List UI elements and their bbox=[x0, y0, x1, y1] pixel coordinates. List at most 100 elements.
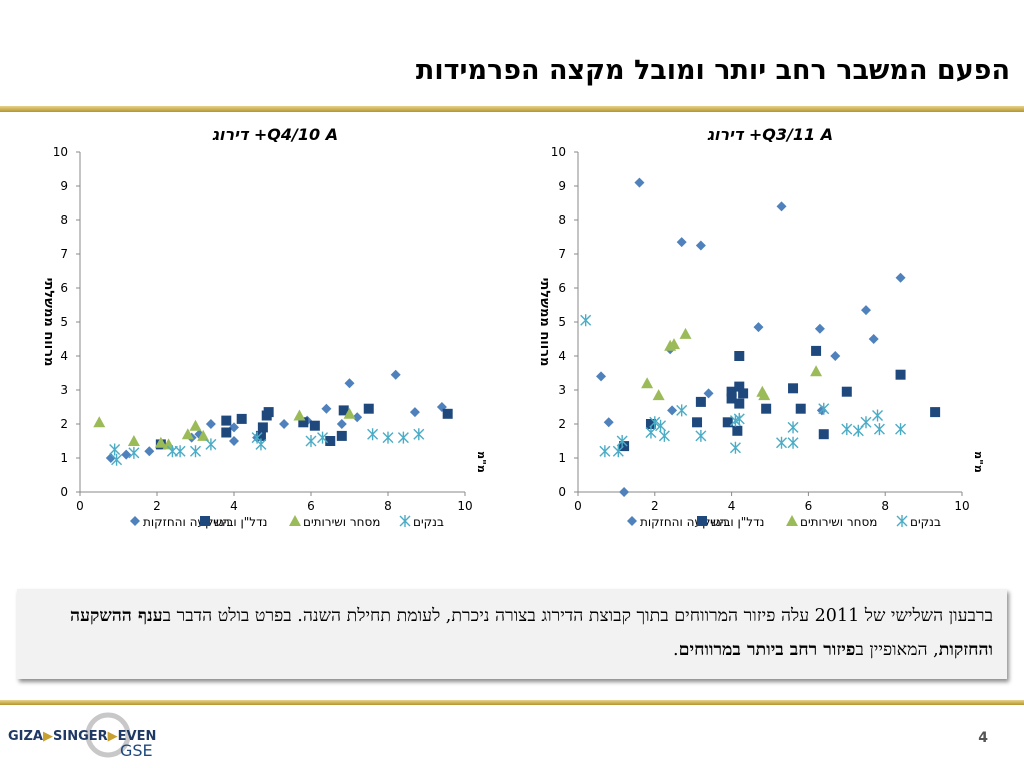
slide-title: הפעם המשבר רחב יותר ומובל מקצה הפרמידות bbox=[415, 55, 1010, 86]
data-point-star bbox=[166, 445, 178, 458]
data-point-triangle bbox=[189, 419, 202, 431]
data-point-diamond bbox=[390, 369, 401, 380]
legend-label: נדל"ן ובינוי bbox=[710, 515, 764, 529]
data-point-star bbox=[397, 431, 409, 444]
data-point-star bbox=[111, 453, 123, 466]
data-point-square bbox=[363, 403, 374, 414]
data-point-diamond bbox=[667, 405, 678, 416]
data-point-star bbox=[580, 314, 592, 327]
series-3 bbox=[93, 407, 356, 450]
data-point-square bbox=[734, 381, 745, 392]
data-point-diamond bbox=[868, 334, 879, 344]
series-3 bbox=[641, 327, 823, 401]
data-point-diamond bbox=[352, 412, 363, 423]
y-tick-label: 9 bbox=[558, 179, 566, 193]
data-point-star bbox=[872, 409, 884, 422]
data-point-triangle bbox=[162, 438, 175, 450]
data-point-square bbox=[726, 393, 737, 404]
data-point-diamond bbox=[205, 419, 216, 429]
logo-g-mark bbox=[85, 712, 131, 758]
data-point-star bbox=[205, 438, 217, 451]
data-point-square bbox=[895, 369, 906, 380]
data-point-star bbox=[305, 435, 317, 447]
data-point-diamond bbox=[229, 436, 239, 446]
data-point-triangle bbox=[343, 407, 356, 419]
legend-marker-square bbox=[697, 516, 707, 526]
legend-marker-square bbox=[200, 516, 210, 526]
x-axis-label: מ"מ bbox=[475, 451, 488, 473]
data-point-star bbox=[413, 428, 425, 441]
y-tick-label: 3 bbox=[558, 383, 566, 397]
data-point-square bbox=[726, 386, 737, 397]
data-point-square bbox=[221, 415, 232, 426]
y-axis-label: מרווח ממשלתי bbox=[537, 278, 552, 367]
legend-label: מסחר ושירותים bbox=[800, 515, 877, 529]
y-tick-label: 4 bbox=[60, 349, 68, 363]
x-tick-label: 6 bbox=[805, 499, 813, 513]
data-point-square bbox=[841, 386, 852, 397]
company-logo: GIZA▶SINGER▶EVEN GSE bbox=[8, 712, 156, 760]
data-point-triangle bbox=[293, 409, 306, 421]
data-point-star bbox=[645, 426, 657, 439]
x-tick-label: 0 bbox=[574, 499, 582, 513]
data-point-star bbox=[649, 416, 661, 429]
title-divider bbox=[0, 106, 1024, 112]
data-point-star bbox=[695, 429, 707, 442]
data-point-square bbox=[257, 422, 268, 433]
y-tick-label: 1 bbox=[558, 451, 566, 465]
data-point-star bbox=[255, 438, 267, 451]
data-point-triangle bbox=[758, 389, 771, 401]
y-tick-label: 8 bbox=[60, 213, 68, 227]
y-tick-label: 1 bbox=[60, 451, 68, 465]
data-point-square bbox=[263, 407, 274, 418]
data-point-star bbox=[895, 423, 907, 436]
data-point-square bbox=[325, 436, 336, 446]
y-axis-label: מרווח ממשלתי bbox=[41, 278, 56, 367]
series-2 bbox=[155, 403, 453, 450]
data-point-triangle bbox=[154, 436, 167, 448]
data-point-square bbox=[732, 425, 743, 436]
y-tick-label: 6 bbox=[558, 281, 566, 295]
legend-label: נדל"ן ובינוי bbox=[213, 515, 267, 529]
caption-text-3: . bbox=[673, 640, 679, 660]
data-point-diamond bbox=[603, 417, 614, 428]
data-point-star bbox=[317, 431, 329, 444]
data-point-square bbox=[309, 420, 320, 431]
data-point-diamond bbox=[634, 177, 645, 188]
data-point-star bbox=[616, 435, 628, 447]
y-tick-label: 6 bbox=[60, 281, 68, 295]
caption-box: ברבעון השלישי של 2011 עלה פיזור המרווחים… bbox=[17, 589, 1007, 679]
y-tick-label: 7 bbox=[558, 247, 566, 261]
data-point-triangle bbox=[652, 389, 665, 401]
y-tick-label: 0 bbox=[60, 485, 68, 499]
legend-marker-star bbox=[399, 515, 411, 527]
data-point-triangle bbox=[810, 365, 823, 377]
data-point-star bbox=[109, 443, 121, 456]
x-tick-label: 8 bbox=[881, 499, 889, 513]
y-tick-label: 9 bbox=[60, 179, 68, 193]
data-point-diamond bbox=[814, 323, 825, 334]
data-point-square bbox=[298, 417, 309, 428]
data-point-square bbox=[336, 430, 347, 441]
x-tick-label: 4 bbox=[728, 499, 736, 513]
scatter-chart-1: 0 1 2 3 4 5 6 7 8 9 10 0 2 4 6 8 10 Q4/10 A+ דירוג מרווח מ… bbox=[41, 125, 488, 529]
data-point-diamond bbox=[776, 201, 787, 212]
data-point-diamond bbox=[409, 407, 420, 418]
x-tick-label: 10 bbox=[457, 499, 472, 513]
data-point-square bbox=[818, 429, 829, 440]
data-point-triangle bbox=[668, 338, 680, 350]
y-tick-label: 10 bbox=[551, 145, 566, 159]
y-tick-label: 2 bbox=[60, 417, 68, 431]
data-point-diamond bbox=[695, 240, 706, 251]
x-tick-label: 8 bbox=[384, 499, 392, 513]
caption-bold-spread: פיזור רחב ביותר במרווחים bbox=[678, 640, 856, 660]
data-point-square bbox=[734, 351, 745, 361]
data-point-diamond bbox=[596, 371, 607, 382]
y-tick-label: 5 bbox=[60, 315, 68, 329]
data-point-star bbox=[676, 404, 688, 417]
x-tick-label: 0 bbox=[76, 499, 84, 513]
caption-text: ברבעון השלישי של 2011 עלה פיזור המרווחים… bbox=[162, 606, 993, 626]
series-2 bbox=[619, 345, 941, 452]
data-point-diamond bbox=[279, 419, 290, 429]
